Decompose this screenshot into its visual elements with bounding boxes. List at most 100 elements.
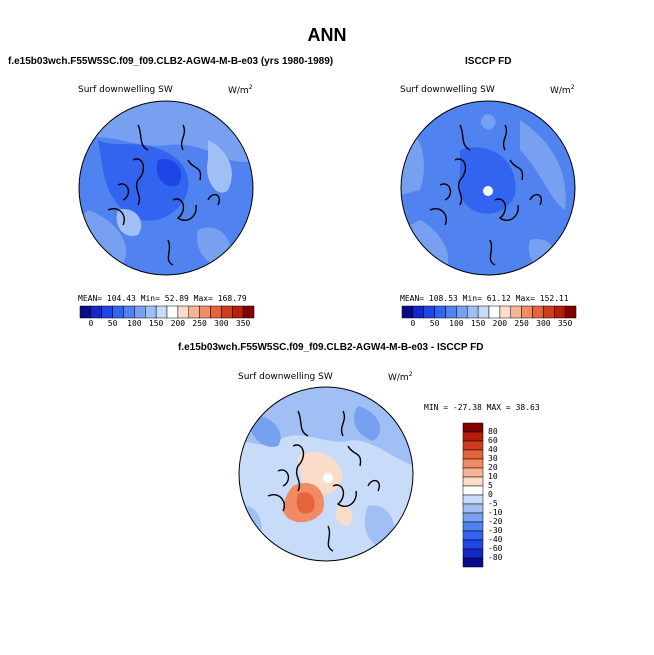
colorbar-swatch	[462, 557, 484, 568]
colorbar-swatch	[423, 305, 435, 319]
colorbar-swatch	[462, 512, 484, 523]
panel1-max-label: Max=	[193, 294, 213, 303]
panel2-variable: Surf downwelling SW	[400, 85, 495, 95]
colorbar-swatch	[188, 305, 200, 319]
colorbar-swatch	[434, 305, 446, 319]
panel3-polar-map	[238, 386, 414, 562]
panel1-max-value: 168.79	[217, 294, 247, 303]
colorbar-tick-label: 250	[192, 319, 207, 328]
colorbar-tick-label: 0	[88, 319, 94, 328]
colorbar-tick-label: -20	[488, 517, 503, 526]
panel3-max-label: MAX =	[486, 403, 511, 412]
panel3-colorbar-labels: 80 60 40 30 20 10 5 0 -5 -10 -20 -30 -40 -60 -80	[488, 423, 528, 567]
colorbar-swatch	[462, 539, 484, 550]
colorbar-swatch	[123, 305, 135, 319]
colorbar-swatch	[462, 431, 484, 442]
colorbar-swatch	[221, 305, 233, 319]
colorbar-swatch	[232, 305, 244, 319]
panel3-stats: MIN = -27.38 MAX = 38.63	[424, 403, 540, 412]
colorbar-tick-label: 100	[449, 319, 464, 328]
colorbar-swatch	[532, 305, 544, 319]
colorbar-swatch	[112, 305, 124, 319]
colorbar-swatch	[210, 305, 222, 319]
colorbar-swatch	[462, 449, 484, 460]
colorbar-tick-label: 30	[488, 454, 498, 463]
colorbar-swatch	[462, 503, 484, 514]
colorbar-swatch	[401, 305, 414, 319]
colorbar-swatch	[462, 485, 484, 496]
colorbar-swatch	[462, 440, 484, 451]
panel1-min-value: 52.89	[164, 294, 189, 303]
panel1-mean-label: MEAN=	[78, 294, 103, 303]
colorbar-swatch	[521, 305, 533, 319]
panel1-mean-value: 104.43	[106, 294, 136, 303]
panel1-colorbar-labels: 0 50 100 150 200 250 300 350	[80, 319, 254, 331]
colorbar-swatch	[462, 494, 484, 505]
colorbar-swatch	[134, 305, 146, 319]
panel1-colorbar	[79, 305, 255, 319]
colorbar-tick-label: -40	[488, 535, 503, 544]
colorbar-tick-label: 350	[557, 319, 573, 328]
colorbar-swatch	[177, 305, 190, 319]
colorbar-swatch	[242, 305, 255, 319]
colorbar-swatch	[462, 467, 484, 478]
panel1-polar-map	[78, 100, 254, 276]
colorbar-swatch	[456, 305, 468, 319]
colorbar-tick-label: -80	[488, 553, 503, 562]
colorbar-tick-label: -60	[488, 544, 503, 553]
colorbar-tick-label: 300	[214, 319, 229, 328]
colorbar-tick-label: -5	[488, 499, 498, 508]
colorbar-swatch	[90, 305, 103, 319]
colorbar-tick-label: 200	[170, 319, 186, 328]
colorbar-swatch	[510, 305, 522, 319]
colorbar-swatch	[462, 521, 484, 532]
colorbar-tick-label: -30	[488, 526, 503, 535]
colorbar-swatch	[79, 305, 92, 319]
panel3-max-value: 38.63	[515, 403, 540, 412]
panel3-variable: Surf downwelling SW	[238, 372, 333, 382]
panel2-polar-map	[400, 100, 576, 276]
panel2-max-label: Max=	[515, 294, 535, 303]
panel1-variable: Surf downwelling SW	[78, 85, 173, 95]
colorbar-swatch	[462, 530, 484, 541]
panel2-min-label: Min=	[462, 294, 482, 303]
colorbar-swatch	[467, 305, 479, 319]
colorbar-swatch	[145, 305, 157, 319]
panel2-units: W/m2	[550, 84, 575, 96]
colorbar-tick-label: 0	[410, 319, 416, 328]
colorbar-swatch	[445, 305, 457, 319]
colorbar-tick-label: 200	[492, 319, 508, 328]
panel2-mean-label: MEAN=	[400, 294, 425, 303]
colorbar-swatch	[462, 458, 484, 469]
colorbar-tick-label: 150	[148, 319, 164, 328]
panel2-stats: MEAN= 108.53 Min= 61.12 Max= 152.11	[400, 294, 569, 303]
colorbar-tick-label: 40	[488, 445, 498, 454]
page-title: ANN	[307, 25, 347, 45]
colorbar-swatch	[488, 305, 501, 319]
colorbar-swatch	[554, 305, 566, 319]
colorbar-tick-label: 150	[470, 319, 486, 328]
colorbar-swatch	[564, 305, 577, 319]
colorbar-swatch	[477, 305, 490, 319]
colorbar-swatch	[101, 305, 113, 319]
panel3-units: W/m2	[388, 371, 413, 383]
colorbar-tick-label: 50	[107, 319, 118, 328]
colorbar-tick-label: 20	[488, 463, 498, 472]
colorbar-tick-label: 5	[488, 481, 493, 490]
colorbar-tick-label: 10	[488, 472, 498, 481]
colorbar-tick-label: 80	[488, 427, 498, 436]
panel2-mean-value: 108.53	[428, 294, 458, 303]
colorbar-tick-label: 300	[536, 319, 551, 328]
colorbar-swatch	[412, 305, 425, 319]
colorbar-tick-label: 0	[488, 490, 493, 499]
colorbar-swatch	[499, 305, 512, 319]
panel1-heading: f.e15b03wch.F55W5SC.f09_f09.CLB2-AGW4-M-…	[8, 56, 334, 67]
panel3-colorbar	[462, 422, 484, 568]
colorbar-tick-label: 50	[429, 319, 440, 328]
colorbar-tick-label: 250	[514, 319, 529, 328]
colorbar-swatch	[155, 305, 168, 319]
colorbar-tick-label: 100	[127, 319, 142, 328]
colorbar-swatch	[543, 305, 555, 319]
colorbar-swatch	[462, 476, 484, 487]
panel2-heading: ISCCP FD	[465, 56, 512, 67]
